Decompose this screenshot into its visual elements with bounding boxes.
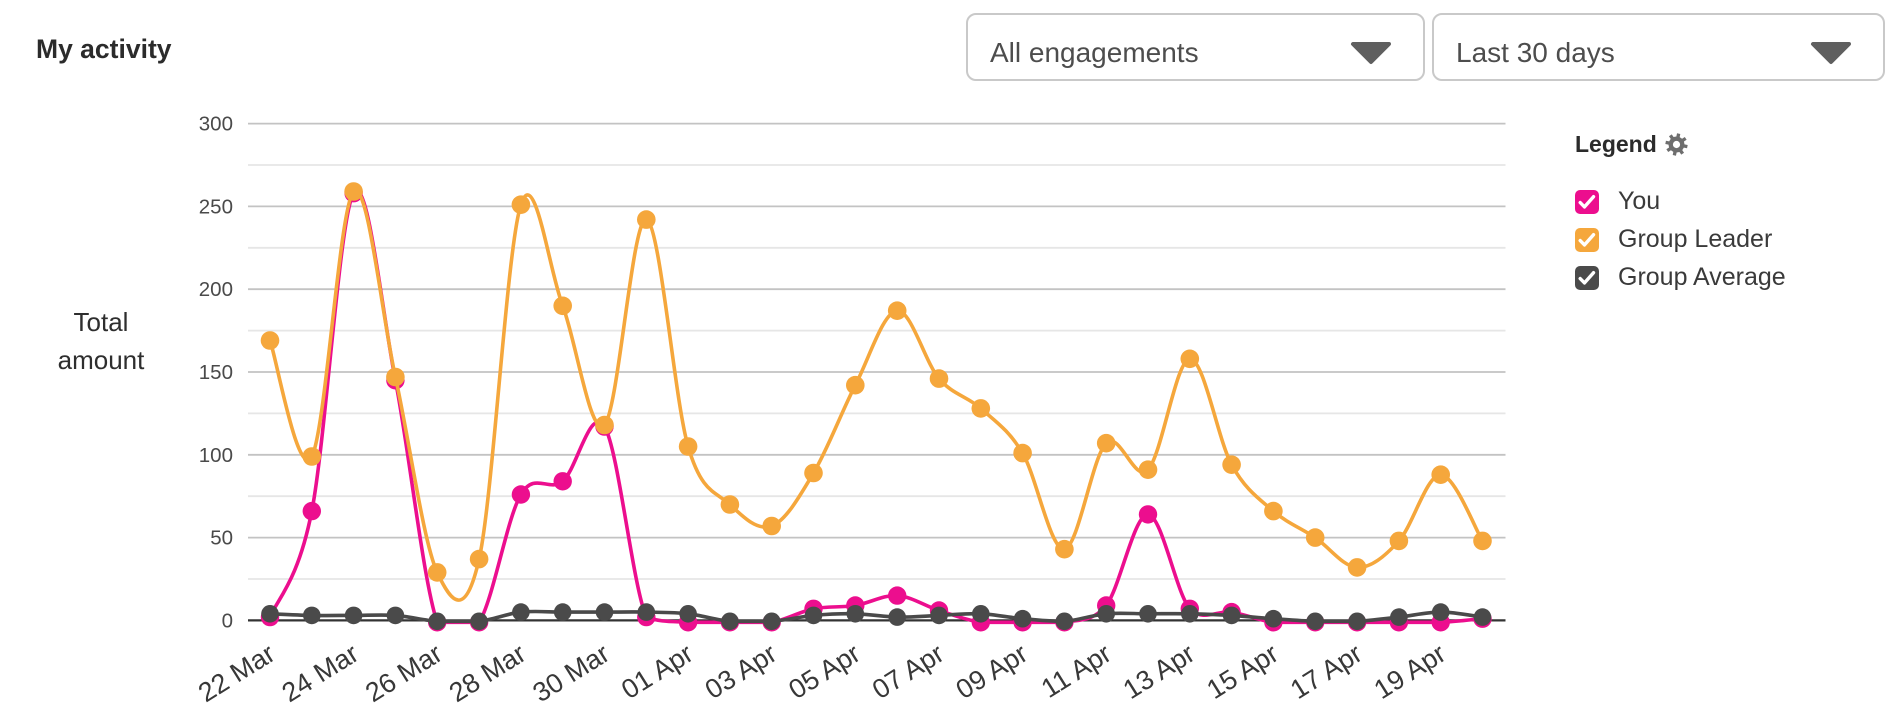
svg-text:0: 0 (222, 609, 233, 632)
svg-text:300: 300 (199, 113, 233, 136)
svg-text:24 Mar: 24 Mar (277, 638, 364, 708)
svg-text:07 Apr: 07 Apr (867, 638, 949, 705)
svg-text:50: 50 (210, 527, 233, 550)
svg-text:26 Mar: 26 Mar (360, 638, 447, 708)
svg-text:Total: Total (74, 307, 129, 337)
svg-text:11 Apr: 11 Apr (1036, 638, 1116, 704)
svg-text:250: 250 (199, 195, 233, 218)
svg-text:30 Mar: 30 Mar (528, 638, 615, 708)
svg-text:28 Mar: 28 Mar (444, 638, 531, 708)
svg-text:13 Apr: 13 Apr (1118, 638, 1200, 705)
svg-text:100: 100 (199, 444, 233, 467)
svg-text:200: 200 (199, 278, 233, 301)
svg-text:22 Mar: 22 Mar (193, 638, 280, 708)
svg-text:05 Apr: 05 Apr (783, 638, 865, 705)
svg-text:09 Apr: 09 Apr (951, 638, 1033, 705)
svg-text:17 Apr: 17 Apr (1285, 638, 1367, 705)
svg-text:amount: amount (58, 345, 145, 375)
svg-text:19 Apr: 19 Apr (1369, 638, 1451, 705)
svg-text:150: 150 (199, 361, 233, 384)
svg-text:15 Apr: 15 Apr (1201, 638, 1283, 705)
svg-text:03 Apr: 03 Apr (700, 638, 782, 705)
svg-text:01 Apr: 01 Apr (616, 638, 698, 705)
